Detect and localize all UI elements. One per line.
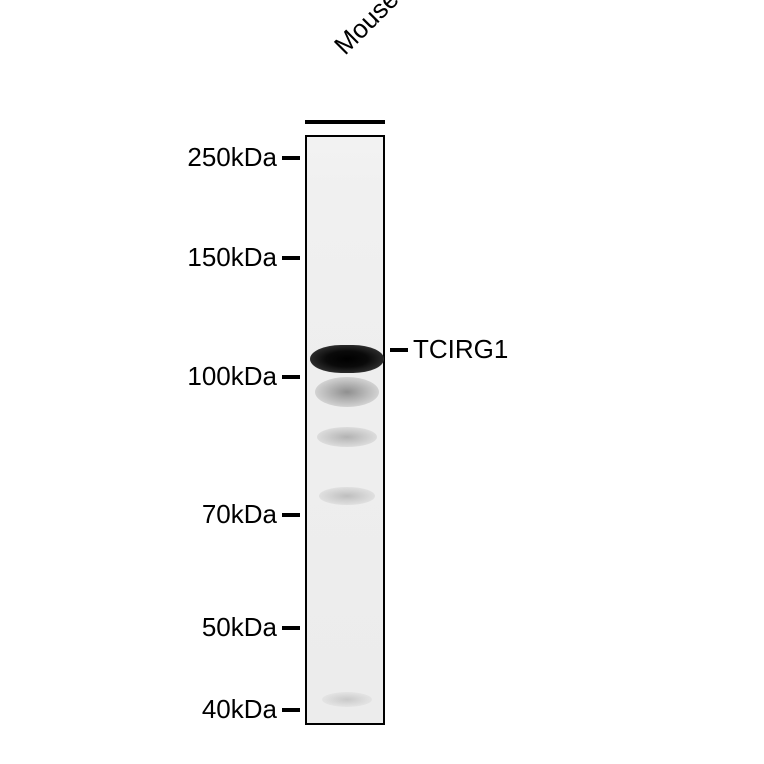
western-blot-figure: Mouse spleen 250kDa 150kDa 100kDa 70kDa … — [175, 50, 595, 730]
band-faint-1 — [317, 427, 377, 447]
sample-underline — [305, 120, 385, 124]
marker-tick-150 — [282, 256, 300, 260]
protein-tick-tcirg1 — [390, 348, 408, 352]
marker-tick-250 — [282, 156, 300, 160]
marker-tick-40 — [282, 708, 300, 712]
marker-250kda: 250kDa — [187, 142, 277, 173]
marker-70kda: 70kDa — [202, 499, 277, 530]
band-smear-below-main — [315, 377, 379, 407]
sample-lane-label: Mouse spleen — [328, 0, 464, 61]
protein-label-tcirg1: TCIRG1 — [413, 334, 508, 365]
marker-150kda: 150kDa — [187, 242, 277, 273]
band-tcirg1-main — [310, 345, 384, 373]
marker-tick-50 — [282, 626, 300, 630]
blot-lane — [305, 135, 385, 725]
marker-100kda: 100kDa — [187, 361, 277, 392]
marker-tick-100 — [282, 375, 300, 379]
marker-50kda: 50kDa — [202, 612, 277, 643]
marker-tick-70 — [282, 513, 300, 517]
band-faint-3 — [322, 692, 372, 707]
marker-40kda: 40kDa — [202, 694, 277, 725]
band-faint-2 — [319, 487, 375, 505]
